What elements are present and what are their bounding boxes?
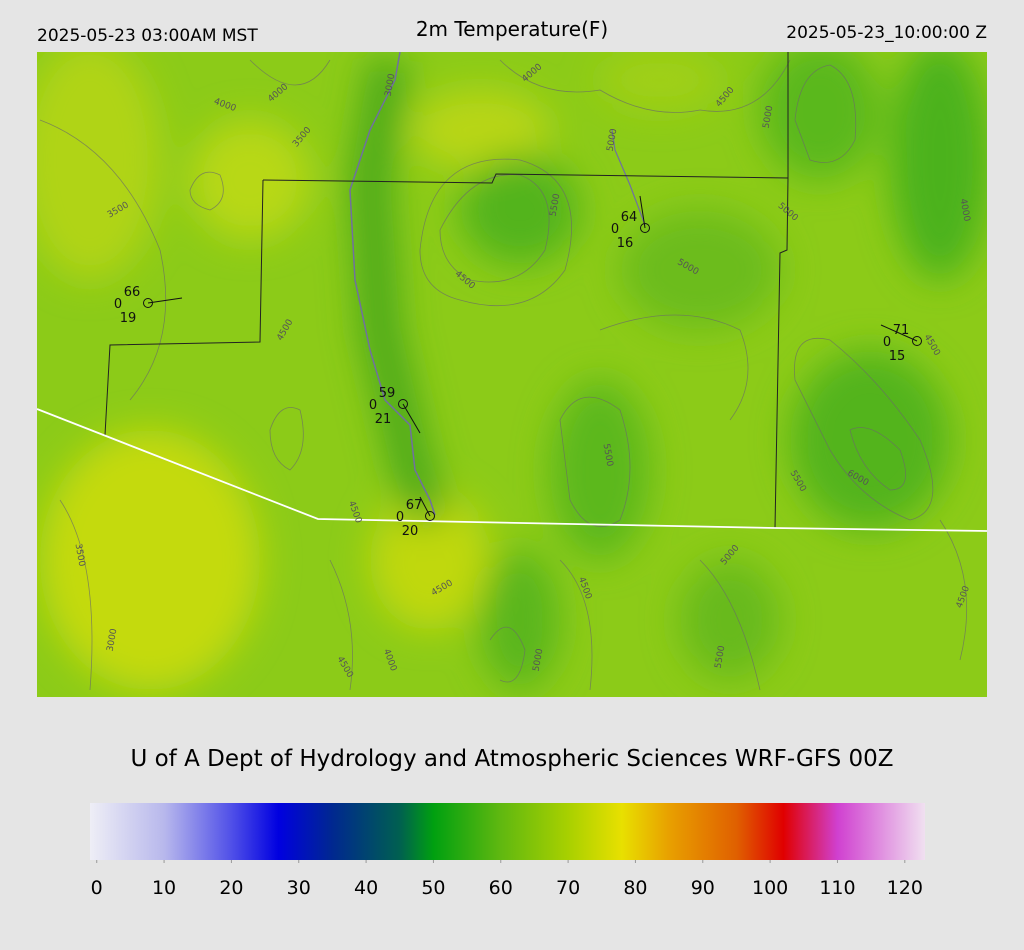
wind-barb (880, 324, 918, 342)
contour-label: 3500 (73, 543, 87, 568)
contour-label: 5500 (714, 645, 728, 670)
station-temperature: 71 (893, 323, 910, 338)
colorbar-tick-label: 120 (887, 877, 923, 899)
contour-label: 4000 (958, 198, 972, 223)
colorbar-tick-label: 10 (152, 877, 176, 899)
contour-label: 5000 (532, 648, 546, 673)
station-marker (425, 511, 435, 521)
colorbar-tick-label: 90 (691, 877, 715, 899)
wind-barb (147, 297, 183, 304)
contour-label: 5000 (606, 128, 620, 153)
station-wind: 0 (883, 335, 891, 350)
station-marker (640, 223, 650, 233)
station-wind: 0 (369, 398, 377, 413)
colorbar-tick-label: 20 (219, 877, 243, 899)
station-dewpoint: 20 (402, 524, 419, 539)
colorbar-tick-label: 100 (752, 877, 788, 899)
colorbar-tick-label: 50 (421, 877, 445, 899)
station-wind: 0 (611, 222, 619, 237)
station-wind: 0 (114, 297, 122, 312)
colorbar-tick-label: 30 (287, 877, 311, 899)
station-marker (912, 336, 922, 346)
station-marker (398, 399, 408, 409)
local-time: 2025-05-23 03:00AM MST (37, 26, 258, 46)
colorbar-tick-label: 70 (556, 877, 580, 899)
wind-barb (419, 496, 431, 517)
station-dewpoint: 19 (120, 311, 137, 326)
station-wind: 0 (396, 510, 404, 525)
contour-label: 3000 (384, 73, 398, 98)
station-temperature: 66 (124, 285, 141, 300)
valid-time: 2025-05-23_10:00:00 Z (786, 23, 987, 43)
colorbar-tick-label: 80 (623, 877, 647, 899)
colorbar-scale (90, 803, 925, 860)
colorbar-tick-label: 60 (489, 877, 513, 899)
contour-label: 5000 (762, 105, 776, 130)
footer-credit: U of A Dept of Hydrology and Atmospheric… (130, 746, 893, 772)
station-dewpoint: 21 (375, 412, 392, 427)
station-temperature: 59 (379, 386, 396, 401)
station-dewpoint: 15 (889, 349, 906, 364)
colorbar-tick-label: 40 (354, 877, 378, 899)
station-marker (143, 298, 153, 308)
station-dewpoint: 16 (617, 236, 634, 251)
colorbar-tick-label: 0 (91, 877, 103, 899)
wind-barb (402, 403, 421, 434)
contour-label: 3000 (106, 628, 120, 653)
station-temperature: 67 (406, 498, 423, 513)
contour-label: 5500 (549, 193, 563, 218)
station-temperature: 64 (621, 210, 638, 225)
map-title: 2m Temperature(F) (416, 17, 608, 41)
wind-barb (639, 195, 646, 229)
contour-label: 5500 (601, 443, 615, 468)
colorbar: 0 10 20 30 40 50 60 70 80 90 100 110 120 (90, 803, 925, 899)
colorbar-tick-label: 110 (819, 877, 855, 899)
